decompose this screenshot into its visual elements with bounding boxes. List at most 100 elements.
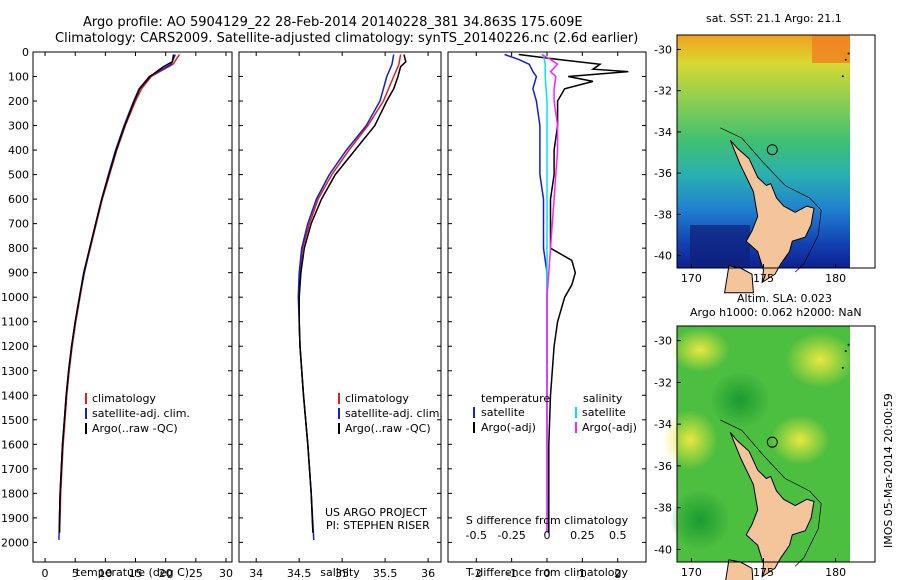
float-position-marker <box>766 144 778 156</box>
sst-map-ytick-label: -36 <box>654 167 672 180</box>
sal-xtick-label: 36 <box>421 567 435 580</box>
depth-tick-label: 1000 <box>1 291 29 304</box>
sst-map-ytick-label: -32 <box>654 85 672 98</box>
sal-xlabel: salinity <box>320 566 360 579</box>
diff-legend-label: satellite <box>481 406 525 419</box>
diff-xlabel-salinity: S difference from climatology <box>466 514 629 527</box>
islet-dot <box>841 75 844 78</box>
diff-s-tick-label: 0.25 <box>570 529 595 542</box>
sal-xtick-label: 35.5 <box>373 567 398 580</box>
sla-high-anomaly <box>670 328 730 372</box>
diff-legend-label: Argo(-adj) <box>481 421 536 434</box>
sla-map: -30 -32 -34 -36 -38 -40 170 175 180 <box>654 325 876 580</box>
sla-map-ytick-label: -32 <box>654 376 672 389</box>
south-island-land <box>724 265 754 294</box>
sla-low-anomaly <box>710 372 770 428</box>
sal-series-line <box>298 54 407 533</box>
temp-xtick-label: 15 <box>129 567 143 580</box>
temp-series-line <box>58 54 175 533</box>
sla-map-xtick-label: 175 <box>753 566 774 579</box>
sst-map-xtick-label: 170 <box>681 272 702 285</box>
sla-map-subtitle: Argo h1000: 0.062 h2000: NaN <box>690 306 862 319</box>
islet-dot <box>844 350 847 353</box>
temp-xlabel: temperature (deg C) <box>76 566 189 579</box>
pi-credit: PI: STEPHEN RISER <box>326 519 430 532</box>
depth-tick-label: 1300 <box>1 365 29 378</box>
diff-series-line <box>518 53 629 533</box>
diff-xtick-label: -1 <box>506 567 517 580</box>
diff-legend-header-salinity: salinity <box>583 392 623 405</box>
depth-tick-label: 1400 <box>1 389 29 402</box>
bathymetry-contour <box>720 127 822 273</box>
depth-tick-label: 1800 <box>1 487 29 500</box>
sla-map-xtick-label: 180 <box>825 566 846 579</box>
imos-timestamp: IMOS 05-Mar-2014 20:00:59 <box>882 393 895 548</box>
south-island-land <box>725 559 754 580</box>
sla-map-title: Altim. SLA: 0.023 <box>737 292 832 305</box>
sst-map-xtick-label: 175 <box>753 272 774 285</box>
sal-legend-label: satellite-adj. clim. <box>345 407 443 420</box>
sla-map-ytick-label: -30 <box>654 335 672 348</box>
sla-map-ytick-label: -38 <box>654 502 672 515</box>
depth-tick-label: 0 <box>22 46 29 59</box>
diff-s-tick-label: -0.5 <box>466 529 487 542</box>
islet-dot <box>841 366 844 369</box>
sst-map: -30 -32 -34 -36 -38 -40 170 175 180 <box>654 34 876 294</box>
sla-map-ytick-label: -40 <box>654 543 672 556</box>
depth-tick-label: 200 <box>8 95 29 108</box>
north-island-land <box>729 139 815 284</box>
diff-series-line <box>541 53 559 533</box>
diff-s-tick-label: 0 <box>544 529 551 542</box>
diff-s-tick-label: 0.5 <box>609 529 627 542</box>
islet-dot <box>847 52 850 55</box>
diff-xtick-label: -2 <box>471 567 482 580</box>
depth-tick-label: 600 <box>8 193 29 206</box>
sst-map-frame <box>676 34 876 269</box>
sla-high-anomaly <box>770 415 830 465</box>
sst-map-ytick-label: -34 <box>654 126 672 139</box>
temp-legend-label: Argo(..raw -QC) <box>92 422 178 435</box>
diff-xtick-label: 1 <box>579 567 586 580</box>
depth-tick-label: 100 <box>8 71 29 84</box>
temp-xtick-label: 30 <box>219 567 233 580</box>
sla-high-anomaly <box>662 410 718 470</box>
depth-tick-label: 800 <box>8 242 29 255</box>
bathymetry-contour <box>720 419 822 567</box>
sst-cold-patch <box>690 225 750 268</box>
depth-tick-label: 1700 <box>1 463 29 476</box>
temp-axes-frame <box>32 51 233 563</box>
diff-xtick-label: 0 <box>544 567 551 580</box>
depth-tick-label: 500 <box>8 169 29 182</box>
float-position-marker <box>766 436 778 448</box>
sla-low-anomaly <box>670 490 730 550</box>
temp-xtick-label: 5 <box>72 567 79 580</box>
depth-tick-label: 700 <box>8 218 29 231</box>
depth-tick-label: 300 <box>8 120 29 133</box>
depth-tick-label: 1500 <box>1 414 29 427</box>
difference-profile-panel: -2 -1 0 1 2T difference from climatology temp… <box>447 51 647 580</box>
temp-xtick-label: 0 <box>42 567 49 580</box>
sst-map-title: sat. SST: 21.1 Argo: 21.1 <box>706 12 842 25</box>
depth-tick-label: 1600 <box>1 438 29 451</box>
salinity-profile-panel: 34 34.5 35 35.5 36 salinity climatology satelli… <box>238 51 443 580</box>
depth-tick-label: 400 <box>8 144 29 157</box>
temp-xtick-label: 25 <box>189 567 203 580</box>
figure-title-line1: Argo profile: AO 5904129_22 28-Feb-2014 … <box>83 15 583 30</box>
diff-s-tick-label: -0.25 <box>497 529 525 542</box>
sla-map-ytick-label: -36 <box>654 460 672 473</box>
temp-xtick-label: 20 <box>159 567 173 580</box>
sst-map-ytick-label: -38 <box>654 208 672 221</box>
depth-tick-label: 2000 <box>1 536 29 549</box>
islet-dot <box>844 58 847 61</box>
islet-dot <box>847 343 850 346</box>
north-island-land <box>729 432 815 578</box>
depth-tick-label: 1200 <box>1 340 29 353</box>
temp-xtick-label: 10 <box>98 567 112 580</box>
figure-title-line2: Climatology: CARS2009. Satellite-adjuste… <box>55 31 638 46</box>
diff-legend-header-temperature: temperature <box>481 392 550 405</box>
sst-map-ytick-label: -30 <box>654 43 672 56</box>
sla-map-ytick-label: -34 <box>654 418 672 431</box>
diff-xtick-label: 2 <box>614 567 621 580</box>
sla-map-frame <box>676 325 876 563</box>
